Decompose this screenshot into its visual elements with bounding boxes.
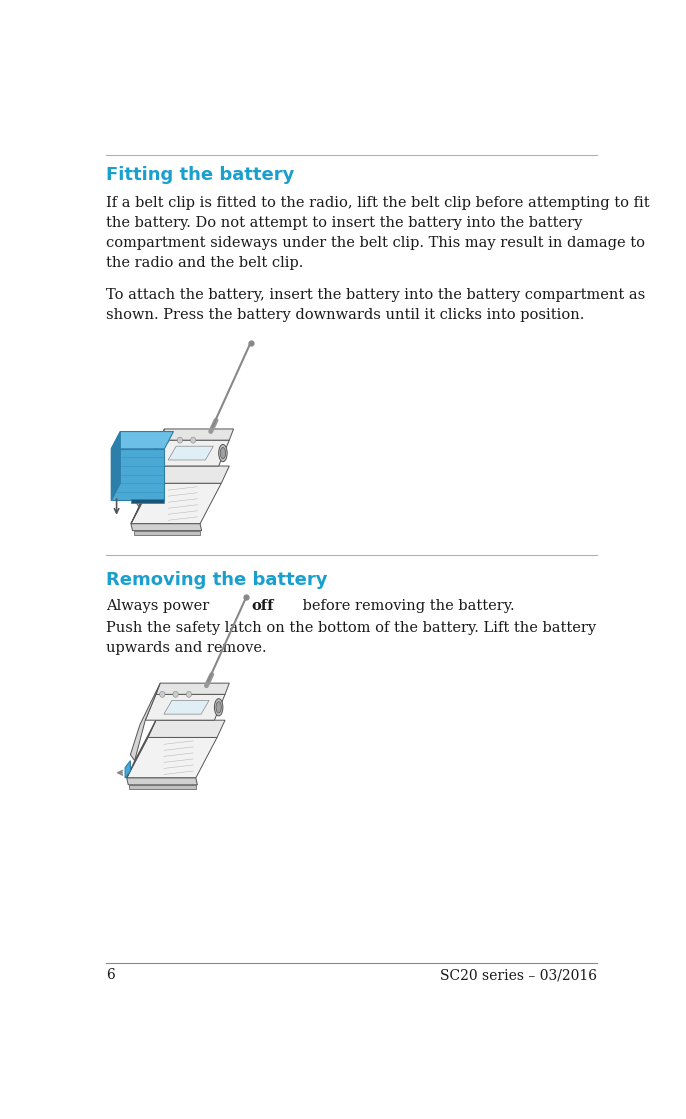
Ellipse shape [186,692,191,697]
Polygon shape [134,429,165,507]
Text: Fitting the battery: Fitting the battery [106,166,294,185]
Polygon shape [168,446,213,460]
Polygon shape [130,683,160,761]
Polygon shape [160,429,233,440]
Ellipse shape [219,444,227,462]
Text: To attach the battery, insert the battery into the battery compartment as
shown.: To attach the battery, insert the batter… [106,288,646,321]
Ellipse shape [173,692,178,697]
Polygon shape [111,449,165,500]
Ellipse shape [164,438,169,443]
Text: SC20 series – 03/2016: SC20 series – 03/2016 [440,968,598,982]
Text: Always power: Always power [106,599,214,613]
Ellipse shape [216,702,222,713]
Polygon shape [131,499,165,504]
Ellipse shape [215,698,223,716]
Polygon shape [131,466,160,524]
Polygon shape [164,700,209,714]
Polygon shape [150,440,229,466]
Text: 6: 6 [106,968,115,982]
Polygon shape [152,466,229,483]
Polygon shape [130,784,196,789]
Polygon shape [127,737,217,778]
Polygon shape [156,683,229,694]
Text: Push the safety latch on the bottom of the battery. Lift the battery
upwards and: Push the safety latch on the bottom of t… [106,621,596,655]
Polygon shape [148,721,225,737]
Text: Removing the battery: Removing the battery [106,571,327,589]
Text: If a belt clip is fitted to the radio, lift the belt clip before attempting to f: If a belt clip is fitted to the radio, l… [106,196,650,271]
Text: off: off [252,599,274,613]
Ellipse shape [160,692,165,697]
Polygon shape [127,721,156,778]
Polygon shape [134,530,200,535]
Ellipse shape [191,438,196,443]
Polygon shape [131,483,222,524]
Polygon shape [127,778,198,784]
Ellipse shape [220,448,226,459]
Polygon shape [145,694,225,721]
Polygon shape [111,432,174,449]
Text: before removing the battery.: before removing the battery. [298,599,514,613]
Ellipse shape [177,438,182,443]
Polygon shape [111,432,120,500]
Polygon shape [125,761,130,778]
Polygon shape [131,524,202,530]
